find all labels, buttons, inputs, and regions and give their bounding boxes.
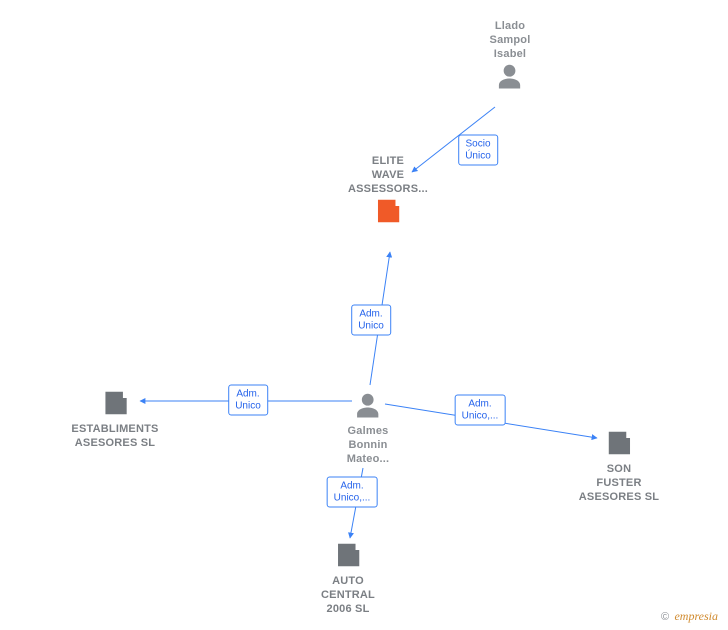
edge-label-e4[interactable]: Adm. Unico,... bbox=[455, 395, 506, 426]
company-icon bbox=[373, 196, 403, 231]
node-label: ESTABLIMENTS ASESORES SL bbox=[71, 423, 158, 451]
copyright-symbol: © bbox=[661, 611, 669, 623]
company-icon bbox=[604, 428, 634, 463]
node-label: Llado Sampol Isabel bbox=[490, 20, 531, 61]
watermark: © empresia bbox=[661, 609, 718, 624]
node-llado[interactable]: Llado Sampol Isabel bbox=[490, 20, 531, 96]
company-icon bbox=[100, 388, 130, 423]
person-icon bbox=[495, 61, 525, 96]
edge-label-e1[interactable]: Socio Único bbox=[458, 135, 498, 166]
person-icon bbox=[353, 390, 383, 425]
node-galmes[interactable]: Galmes Bonnin Mateo... bbox=[347, 390, 390, 466]
diagram-canvas: Llado Sampol Isabel ELITE WAVE ASSESSORS… bbox=[0, 0, 728, 630]
brand-name: empresia bbox=[674, 609, 718, 623]
edge-label-e3[interactable]: Adm. Unico bbox=[228, 385, 268, 416]
node-label: SON FUSTER ASESORES SL bbox=[579, 463, 659, 504]
node-label: AUTO CENTRAL 2006 SL bbox=[321, 575, 375, 616]
node-sonfuster[interactable]: SON FUSTER ASESORES SL bbox=[579, 428, 659, 504]
node-label: Galmes Bonnin Mateo... bbox=[347, 425, 390, 466]
node-establiments[interactable]: ESTABLIMENTS ASESORES SL bbox=[71, 388, 158, 451]
node-autocentral[interactable]: AUTO CENTRAL 2006 SL bbox=[321, 540, 375, 616]
company-icon bbox=[333, 540, 363, 575]
edge-label-e5[interactable]: Adm. Unico,... bbox=[327, 477, 378, 508]
node-label: ELITE WAVE ASSESSORS... bbox=[348, 155, 428, 196]
node-elite[interactable]: ELITE WAVE ASSESSORS... bbox=[348, 155, 428, 231]
edge-label-e2[interactable]: Adm. Unico bbox=[351, 305, 391, 336]
